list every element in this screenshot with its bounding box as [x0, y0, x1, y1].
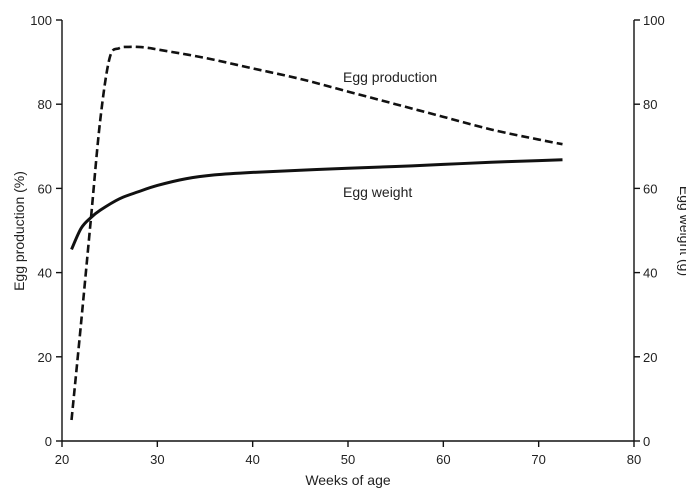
y-tick-label-right: 60 [643, 181, 657, 196]
y-tick-label-right: 0 [643, 434, 650, 449]
x-axis-title: Weeks of age [305, 472, 391, 488]
y-tick-label-left: 80 [38, 97, 52, 112]
y-tick-label-left: 40 [38, 266, 52, 281]
x-tick-label: 40 [245, 452, 259, 467]
series-annotations: Egg production Egg weight [343, 69, 437, 200]
x-tick-label: 50 [341, 452, 355, 467]
x-tick-label: 70 [531, 452, 545, 467]
x-tick-label: 30 [150, 452, 164, 467]
y-tick-label-left: 20 [38, 350, 52, 365]
y-tick-label-left: 0 [45, 434, 52, 449]
y-tick-label-left: 100 [30, 13, 52, 28]
y-axis-title-left: Egg production (%) [11, 171, 27, 291]
series-line-egg-weight [70, 158, 563, 251]
y-tick-label-right: 40 [643, 266, 657, 281]
x-tick-label: 20 [55, 452, 69, 467]
y-axis-title-right: Egg weight (g) [677, 186, 686, 276]
x-tick-label: 80 [627, 452, 641, 467]
y-tick-label-right: 100 [643, 13, 665, 28]
series-line-egg-production [70, 45, 563, 421]
series-annotation-egg-production: Egg production [343, 69, 437, 85]
y-tick-label-left: 60 [38, 181, 52, 196]
series-layer [70, 45, 563, 421]
y-tick-label-right: 20 [643, 350, 657, 365]
x-tick-label: 60 [436, 452, 450, 467]
series-annotation-egg-weight: Egg weight [343, 184, 412, 200]
y-tick-label-right: 80 [643, 97, 657, 112]
